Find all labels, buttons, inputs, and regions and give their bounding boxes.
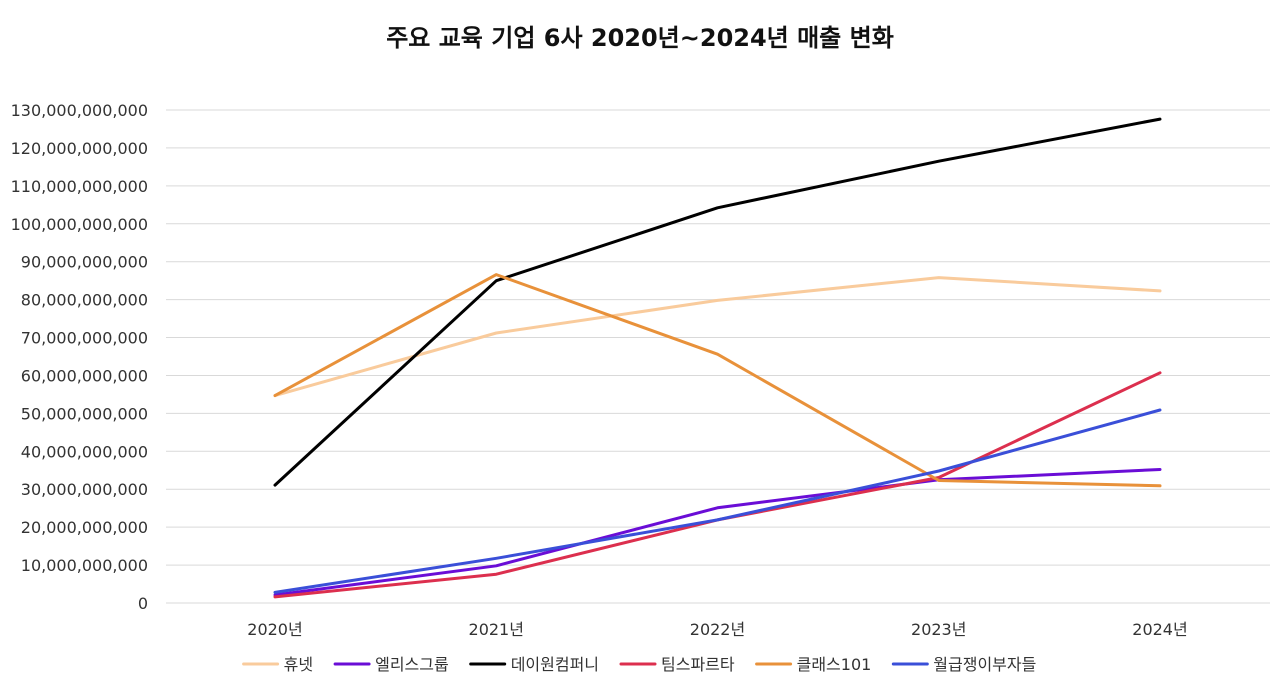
legend-item: 엘리스그룹 [333,655,449,674]
y-tick-label: 100,000,000,000 [11,215,148,234]
y-tick-label: 130,000,000,000 [11,101,148,120]
x-axis-tick-labels: 2020년 2021년 2022년 2023년 2024년 [247,620,1187,639]
y-tick-label: 20,000,000,000 [21,518,148,537]
y-tick-label: 90,000,000,000 [21,253,148,272]
x-tick-label: 2022년 [690,620,745,639]
legend-label: 휴넷 [284,655,313,674]
x-tick-label: 2023년 [911,620,966,639]
gridlines [166,109,1270,604]
legend-label: 월급쟁이부자들 [933,655,1036,674]
y-tick-label: 60,000,000,000 [21,366,148,385]
legend: 휴넷 엘리스그룹 데이원컴퍼니 팀스파르타 클래스101 월급쟁이부자들 [242,655,1036,674]
x-tick-label: 2021년 [469,620,524,639]
legend-label: 팀스파르타 [661,655,735,674]
series-line-6 [273,408,1162,594]
legend-label: 클래스101 [797,655,872,674]
series-line-4 [273,371,1162,599]
y-tick-label: 70,000,000,000 [21,329,148,348]
y-tick-label: 10,000,000,000 [21,556,148,575]
legend-item: 팀스파르타 [619,655,735,674]
chart-title: 주요 교육 기업 6사 2020년~2024년 매출 변화 [386,24,894,52]
legend-item: 데이원컴퍼니 [469,655,599,674]
x-tick-label: 2020년 [247,620,302,639]
series-line-2 [273,468,1162,597]
legend-item: 월급쟁이부자들 [891,655,1036,674]
y-tick-label: 50,000,000,000 [21,404,148,423]
legend-label: 데이원컴퍼니 [511,655,599,674]
y-tick-label: 80,000,000,000 [21,291,148,310]
series-line-5 [273,273,1162,488]
y-tick-label: 110,000,000,000 [11,177,148,196]
legend-item: 클래스101 [755,655,872,674]
legend-item: 휴넷 [242,655,313,674]
y-tick-label: 120,000,000,000 [11,139,148,158]
x-tick-label: 2024년 [1132,620,1187,639]
series-lines [273,117,1162,599]
series-line-1 [273,276,1162,398]
y-tick-label: 0 [138,594,148,613]
series-line-3 [273,117,1162,487]
y-tick-label: 40,000,000,000 [21,442,148,461]
y-tick-label: 30,000,000,000 [21,480,148,499]
y-axis-tick-labels: 0 10,000,000,000 20,000,000,000 30,000,000,… [11,101,148,613]
legend-label: 엘리스그룹 [375,655,449,674]
